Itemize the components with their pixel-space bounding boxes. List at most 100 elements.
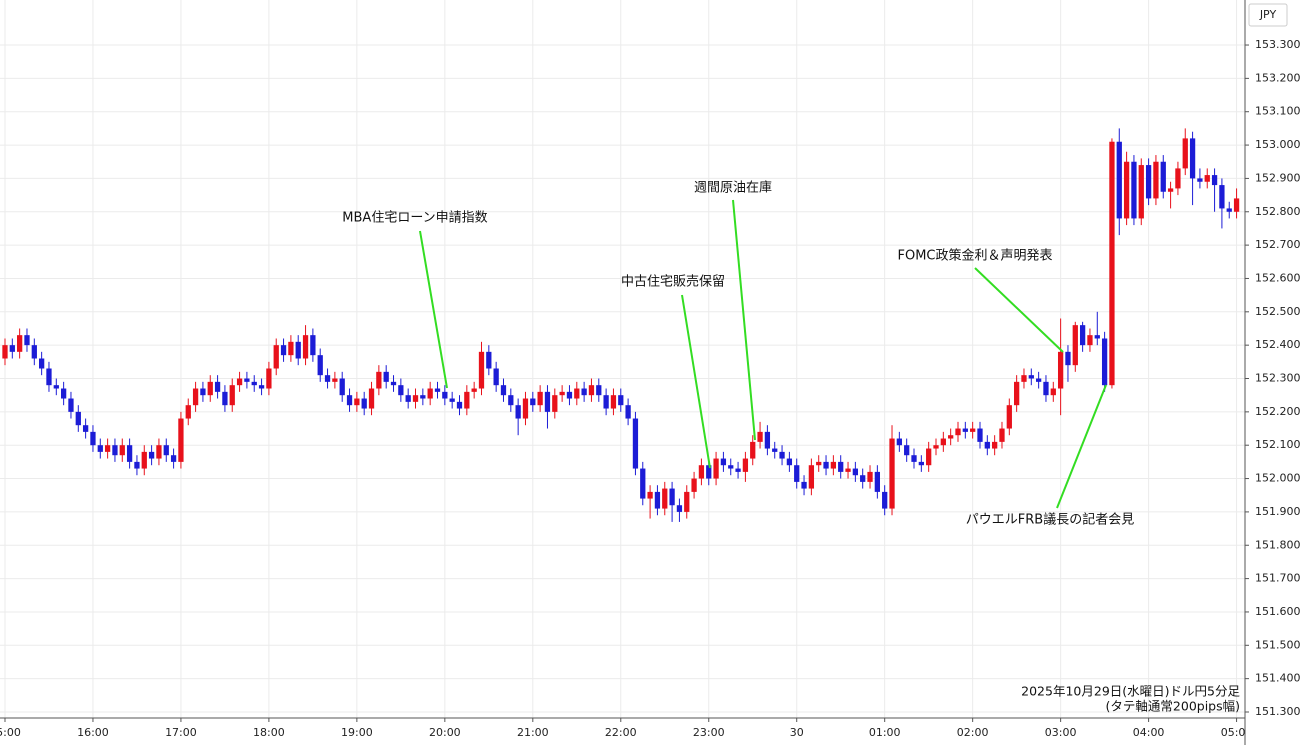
candle-body — [852, 468, 859, 476]
candle-body — [962, 428, 968, 432]
candle-body — [581, 388, 587, 396]
candle-body — [984, 441, 990, 449]
candle-body — [786, 458, 793, 466]
candle-body — [1050, 388, 1056, 396]
y-tick-label: 153.200 — [1255, 71, 1300, 84]
candle-body — [918, 461, 924, 466]
y-tick-label: 151.800 — [1255, 538, 1300, 551]
candle-body — [449, 398, 455, 402]
candle-body — [684, 491, 690, 512]
x-tick-label: 18:00 — [253, 726, 285, 739]
candle-body — [266, 368, 272, 389]
candle-body — [1138, 165, 1144, 219]
candle-body — [1167, 188, 1174, 192]
candle-body — [1160, 161, 1166, 192]
candle-body — [713, 458, 719, 479]
candle-body — [97, 445, 103, 452]
annotation-line — [419, 230, 448, 389]
candle-body — [1145, 165, 1152, 199]
candle-body — [104, 445, 111, 452]
x-tick-label: 23:00 — [693, 726, 725, 739]
candle-body — [200, 388, 206, 396]
candle-body — [90, 431, 96, 446]
candle-body — [735, 468, 741, 472]
candle-body — [258, 385, 265, 389]
candle-body — [2, 345, 8, 359]
annotation: MBA住宅ローン申請指数 — [342, 211, 487, 226]
candle-body — [214, 381, 221, 392]
candle-body — [53, 385, 59, 389]
candle-body — [486, 351, 492, 369]
candle-body — [772, 448, 778, 452]
candle-body — [1065, 351, 1071, 366]
candle-body — [60, 388, 67, 399]
candle-body — [1057, 351, 1064, 389]
candle-body — [552, 395, 558, 412]
candle-body — [471, 388, 477, 392]
candle-body — [698, 465, 705, 479]
y-tick-label: 153.300 — [1255, 38, 1300, 51]
x-tick-label: 21:00 — [517, 726, 549, 739]
candle-body — [647, 491, 653, 499]
candle-body — [141, 451, 147, 469]
candle-body — [354, 398, 360, 406]
candle-body — [830, 461, 837, 469]
candle-body — [398, 385, 404, 396]
x-tick-label: 04:00 — [1133, 726, 1165, 739]
candle-body — [559, 391, 565, 396]
candle-body — [39, 358, 45, 369]
candle-body — [632, 418, 639, 469]
y-tick-label: 151.600 — [1255, 605, 1300, 618]
axis-panel — [1245, 0, 1300, 745]
candle-body — [816, 461, 822, 466]
candle-body — [838, 461, 844, 472]
candle-body — [867, 471, 873, 482]
candle-body — [9, 345, 15, 352]
candle-body — [148, 451, 155, 459]
candle-body — [368, 388, 375, 409]
candle-body — [46, 368, 52, 386]
candle-body — [999, 428, 1005, 442]
chart-note: (タテ軸通常200pips幅) — [1106, 699, 1240, 714]
candle-body — [610, 395, 617, 409]
candle-body — [860, 475, 866, 482]
candle-body — [493, 368, 499, 386]
annotation: 中古住宅販売保留 — [621, 274, 725, 290]
candle-body — [706, 465, 712, 479]
candle-body — [1197, 178, 1203, 182]
candle-body — [310, 335, 316, 356]
x-tick-label: 03:00 — [1045, 726, 1077, 739]
candle-body — [500, 385, 507, 396]
y-tick-label: 151.400 — [1255, 672, 1300, 685]
candle-body — [896, 438, 902, 446]
annotation-line — [974, 267, 1064, 353]
candle-body — [742, 458, 749, 472]
candle-body — [68, 398, 74, 412]
candle-body — [676, 505, 683, 512]
candle-body — [1094, 335, 1100, 339]
candle-body — [955, 428, 961, 436]
candle-body — [339, 378, 345, 396]
candle-body — [82, 425, 89, 432]
currency-label: JPY — [1259, 8, 1277, 21]
annotation: 週間原油在庫 — [694, 181, 772, 196]
x-tick-label: 17:00 — [165, 726, 197, 739]
y-tick-label: 151.500 — [1255, 638, 1300, 651]
candle-body — [207, 381, 213, 396]
candle-body — [390, 381, 397, 386]
candle-body — [618, 395, 624, 406]
candle-body — [1079, 325, 1086, 346]
candle-body — [302, 335, 309, 359]
candle-body — [1211, 175, 1218, 186]
x-tick-label: 22:00 — [605, 726, 637, 739]
x-tick-label: 20:00 — [429, 726, 461, 739]
y-tick-label: 151.300 — [1255, 705, 1300, 718]
candle-body — [515, 405, 521, 419]
candle-body — [192, 388, 199, 406]
candle-body — [566, 391, 573, 399]
y-tick-label: 152.600 — [1255, 271, 1300, 284]
candle-body — [889, 438, 895, 509]
candle-body — [940, 438, 946, 446]
candle-body — [442, 391, 448, 399]
candle-body — [823, 461, 829, 469]
